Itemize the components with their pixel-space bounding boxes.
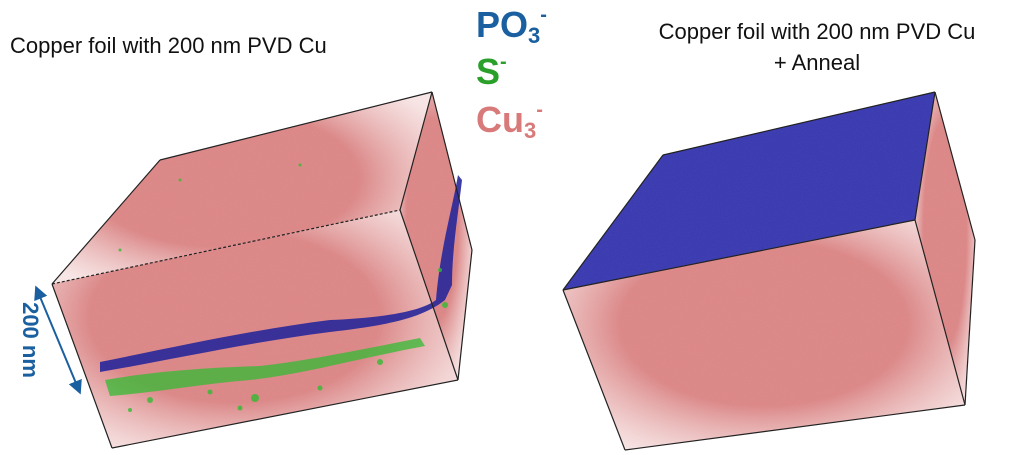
left-sulfur-specks xyxy=(118,163,448,412)
scale-bar-label: 200 nm xyxy=(18,302,43,378)
legend-po3: PO3- xyxy=(476,5,547,47)
scale-bar-arrow xyxy=(34,285,82,395)
left-interface-phosphate-layer xyxy=(100,175,462,372)
right-cube-edges xyxy=(562,91,976,451)
legend-cu3-base: Cu xyxy=(476,99,524,140)
right-volume xyxy=(562,91,976,451)
right-panel-title-line2: + Anneal xyxy=(773,50,861,75)
legend-po3-sub: 3 xyxy=(528,23,541,48)
left-panel-title: Copper foil with 200 nm PVD Cu xyxy=(10,33,327,58)
right-panel-title-line1: Copper foil with 200 nm PVD Cu xyxy=(658,19,976,44)
left-interface-sulfur-layer xyxy=(105,338,425,396)
legend-cu3-sup: - xyxy=(536,99,543,121)
legend-s-sup: - xyxy=(500,51,507,73)
legend-s: S- xyxy=(476,52,507,90)
right-panel-title: Copper foil with 200 nm PVD Cu + Anneal xyxy=(610,16,1024,78)
legend-po3-base: PO xyxy=(476,4,529,45)
legend-cu3: Cu3- xyxy=(476,100,543,142)
legend-po3-sup: - xyxy=(540,4,547,26)
legend-cu3-sub: 3 xyxy=(524,118,537,143)
left-volume xyxy=(51,91,473,449)
legend-s-base: S xyxy=(476,51,501,92)
